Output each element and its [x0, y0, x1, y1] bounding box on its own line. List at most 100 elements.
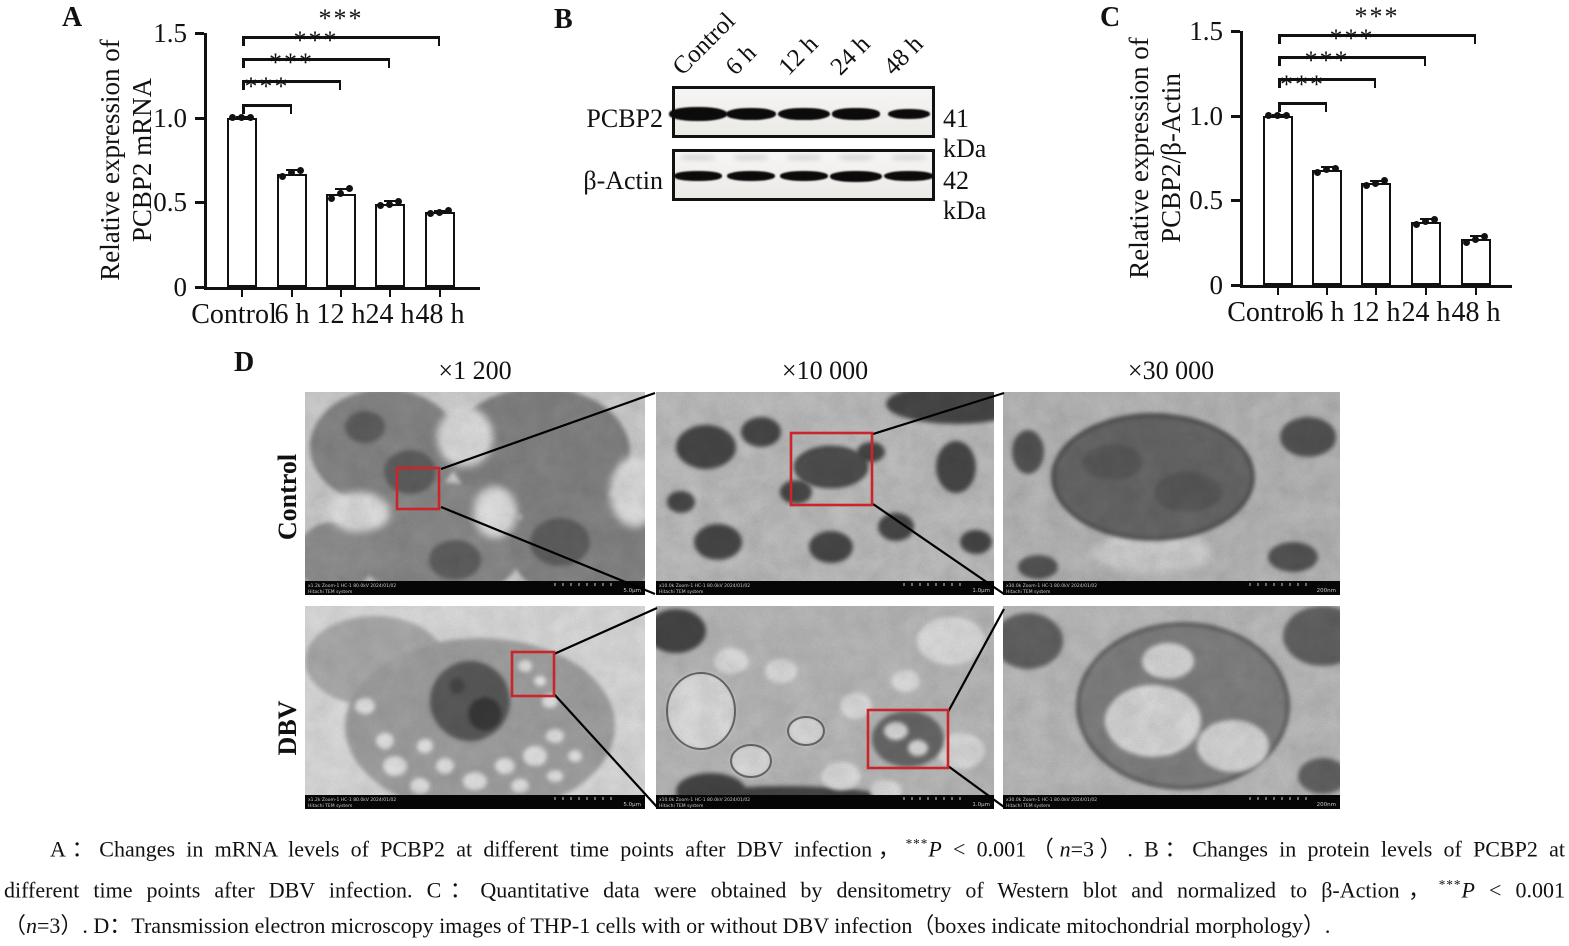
- sig-bracket: [1278, 102, 1327, 105]
- data-point: [327, 194, 335, 202]
- x-tick: [340, 290, 342, 297]
- blot-band: [887, 108, 931, 120]
- caption-segment: P: [928, 836, 942, 862]
- sig-bracket-end: [437, 36, 440, 47]
- data-point: [1331, 164, 1339, 172]
- tem-system-text: Hitachi TEM system: [308, 803, 352, 809]
- y-axis-title-line: PCBP2 mRNA: [127, 77, 157, 243]
- tem-system-text: Hitachi TEM system: [308, 589, 352, 595]
- data-point: [376, 202, 384, 210]
- y-axis-title-line: Relative expression of: [1124, 37, 1154, 279]
- caption-line-3: （n=3）. D：Transmission electron microscop…: [0, 905, 1569, 946]
- sig-bracket: [1278, 34, 1476, 37]
- data-point: [296, 166, 304, 174]
- sig-bracket-end: [1324, 102, 1327, 113]
- blot-ghost-band: [838, 154, 874, 160]
- bar-6h: [277, 173, 307, 287]
- x-category-label: 48 h: [415, 299, 465, 330]
- y-axis-title: Relative expression of PCBP2/β-Actin: [1123, 0, 1195, 378]
- blot-ghost-band: [733, 154, 769, 160]
- data-point: [287, 169, 295, 177]
- tem-image-dbv-x30000: x30.0k Zoom-1 HC-1 80.0kV 2024/01/02 Hit…: [1003, 606, 1340, 809]
- bar-48h: [425, 212, 455, 287]
- blot-band: [669, 107, 727, 121]
- panel-b-label: B: [554, 4, 573, 35]
- x-tick: [291, 290, 293, 297]
- sig-bracket: [242, 36, 440, 39]
- data-point: [1480, 233, 1488, 241]
- tem-scale-label: 1.0μm: [972, 802, 990, 808]
- x-category-label: 24 h: [1401, 297, 1451, 328]
- caption-line-2: different time points after DBV infectio…: [0, 864, 1569, 905]
- tem-scalebar-strip: [1003, 795, 1340, 809]
- sig-bracket-end: [387, 58, 390, 69]
- y-tick: [195, 116, 204, 120]
- sig-stars: ***: [1280, 70, 1325, 100]
- sig-bracket: [242, 80, 341, 83]
- sig-bracket-end: [1373, 78, 1376, 89]
- blot-protein-label: β-Actin: [583, 166, 663, 195]
- x-category-label: 48 h: [1451, 297, 1501, 328]
- tem-image-control-x30000: x30.0k Zoom-1 HC-1 80.0kV 2024/01/02 Hit…: [1003, 392, 1340, 595]
- data-point: [278, 172, 286, 180]
- data-point: [1462, 239, 1470, 247]
- y-tick: [195, 32, 204, 35]
- blot-ghost-band: [891, 154, 927, 160]
- blot-band: [725, 107, 777, 121]
- tem-system-text: Hitachi TEM system: [659, 803, 703, 809]
- blot-kda-label: 42 kDa: [943, 166, 987, 225]
- blot-band: [832, 108, 880, 120]
- y-tick-label: 0: [1209, 270, 1224, 300]
- x-category-label: 24 h: [365, 299, 415, 330]
- x-tick: [241, 290, 243, 297]
- tem-meta-text: x30.0k Zoom-1 HC-1 80.0kV 2024/01/02: [1006, 583, 1097, 589]
- caption-segment: =3）. B：Changes in protein levels of PCBP…: [1070, 836, 1565, 862]
- y-axis-title-line: Relative expression of: [95, 39, 125, 281]
- tem-meta-text: x10.0k Zoom-1 HC-1 80.0kV 2024/01/02: [659, 797, 750, 803]
- tem-row-label-control: Control: [273, 453, 302, 541]
- caption-segment: n: [1059, 836, 1071, 862]
- data-point: [1273, 112, 1281, 120]
- y-tick: [1231, 30, 1240, 33]
- x-tick: [1326, 288, 1328, 295]
- sig-bracket: [242, 58, 390, 61]
- tem-meta-text: x30.0k Zoom-1 HC-1 80.0kV 2024/01/02: [1006, 797, 1097, 803]
- blot-band: [883, 170, 935, 182]
- y-axis: [204, 33, 207, 290]
- tem-image-dbv-x10000: x10.0k Zoom-1 HC-1 80.0kV 2024/01/02 Hit…: [656, 606, 994, 809]
- caption-segment: < 0.001（: [941, 836, 1060, 862]
- sig-bracket-end: [1423, 56, 1426, 67]
- blot-lane-label: 24 h: [825, 30, 876, 81]
- y-tick-label: 0.5: [153, 187, 187, 218]
- y-tick: [1231, 114, 1240, 118]
- data-point: [426, 209, 434, 217]
- x-tick: [1475, 288, 1477, 295]
- x-tick: [1277, 288, 1279, 295]
- sig-bracket-end: [242, 104, 245, 115]
- data-point: [1322, 166, 1330, 174]
- data-point: [336, 190, 344, 198]
- sig-stars: ***: [1329, 24, 1375, 54]
- data-point: [1282, 112, 1290, 120]
- panel-a-label: A: [62, 2, 83, 33]
- data-point: [1421, 218, 1429, 225]
- y-tick: [195, 201, 204, 205]
- x-category-label: 6 h: [274, 299, 310, 330]
- blot-band: [777, 107, 831, 121]
- tem-scale-label: 200nm: [1317, 588, 1336, 594]
- caption-segment: different time points after DBV infectio…: [4, 877, 1439, 903]
- y-axis-title: Relative expression of PCBP2 mRNA: [94, 0, 166, 380]
- data-point: [1412, 221, 1420, 229]
- tem-meta-text: x10.0k Zoom-1 HC-1 80.0kV 2024/01/02: [659, 583, 750, 589]
- sig-stars: ***: [293, 26, 339, 56]
- data-point: [345, 185, 353, 193]
- bar-Control: [227, 117, 257, 287]
- tem-scale-label: 1.0μm: [972, 588, 990, 594]
- data-point: [1371, 179, 1379, 187]
- caption-segment: n: [26, 913, 38, 938]
- x-category-label: Control: [1227, 297, 1313, 328]
- x-axis: [204, 287, 480, 290]
- sig-bracket-end: [289, 104, 292, 115]
- data-point: [1362, 181, 1370, 189]
